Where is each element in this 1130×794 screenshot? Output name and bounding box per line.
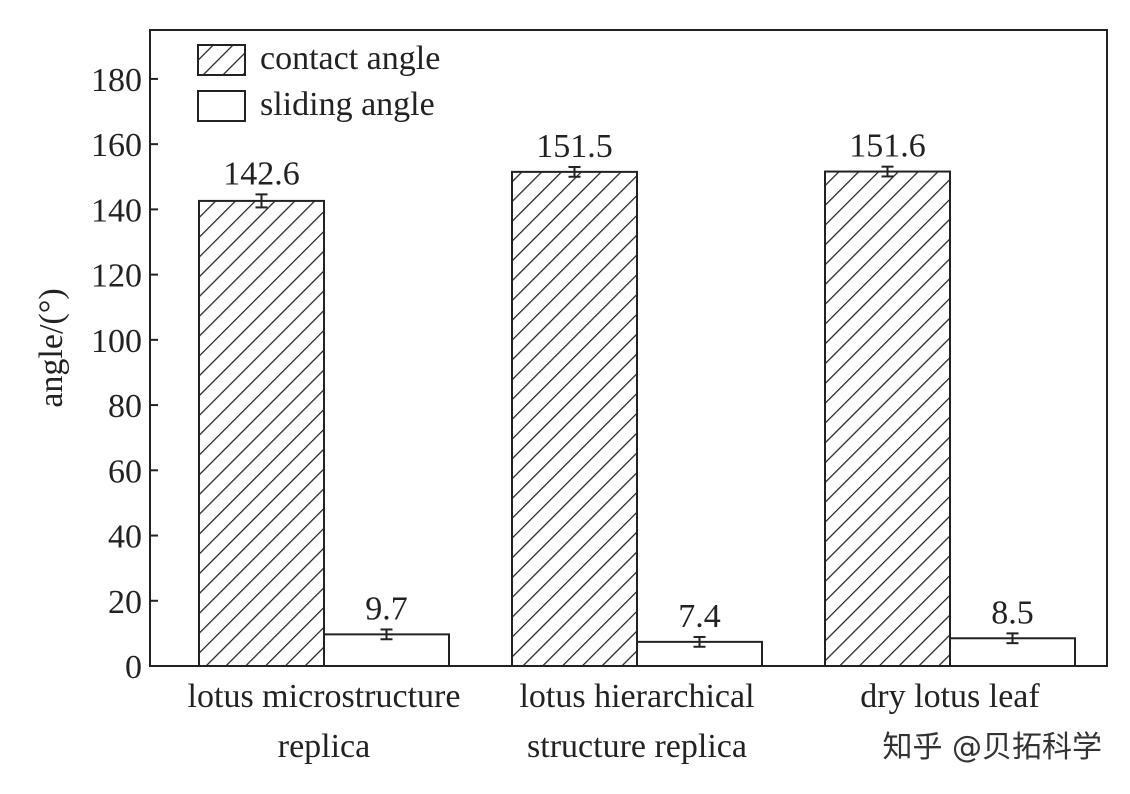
value-label: 142.6: [223, 155, 300, 192]
bar: [511, 170, 638, 667]
y-tick-label: 80: [108, 388, 142, 425]
bar: [198, 199, 325, 668]
value-label: 7.4: [678, 598, 721, 635]
legend-swatch: [197, 90, 246, 122]
y-tick-label: 100: [91, 323, 142, 360]
y-tick-label: 20: [108, 584, 142, 621]
watermark: 知乎 @贝拓科学: [882, 730, 1102, 765]
x-tick-label: dry lotus leaf: [860, 678, 1040, 715]
y-tick-label: 180: [91, 62, 142, 99]
bar: [824, 170, 951, 667]
value-label: 9.7: [365, 590, 408, 627]
y-tick-label: 40: [108, 519, 142, 556]
legend-label: contact angle: [260, 40, 440, 77]
legend-swatch: [197, 44, 246, 76]
y-tick-label: 120: [91, 258, 142, 295]
y-tick-label: 140: [91, 192, 142, 229]
value-label: 151.5: [536, 128, 613, 165]
legend-label: sliding angle: [260, 86, 435, 123]
value-label: 8.5: [991, 594, 1034, 631]
value-label: 151.6: [849, 128, 926, 165]
x-tick-label: lotus hierarchical structure replica: [519, 678, 755, 765]
y-axis-label: angle/(°): [33, 288, 70, 407]
y-tick-label: 160: [91, 127, 142, 164]
y-tick-label: 0: [125, 649, 142, 686]
x-tick-label: lotus microstructure replica: [187, 678, 461, 765]
y-tick-label: 60: [108, 453, 142, 490]
